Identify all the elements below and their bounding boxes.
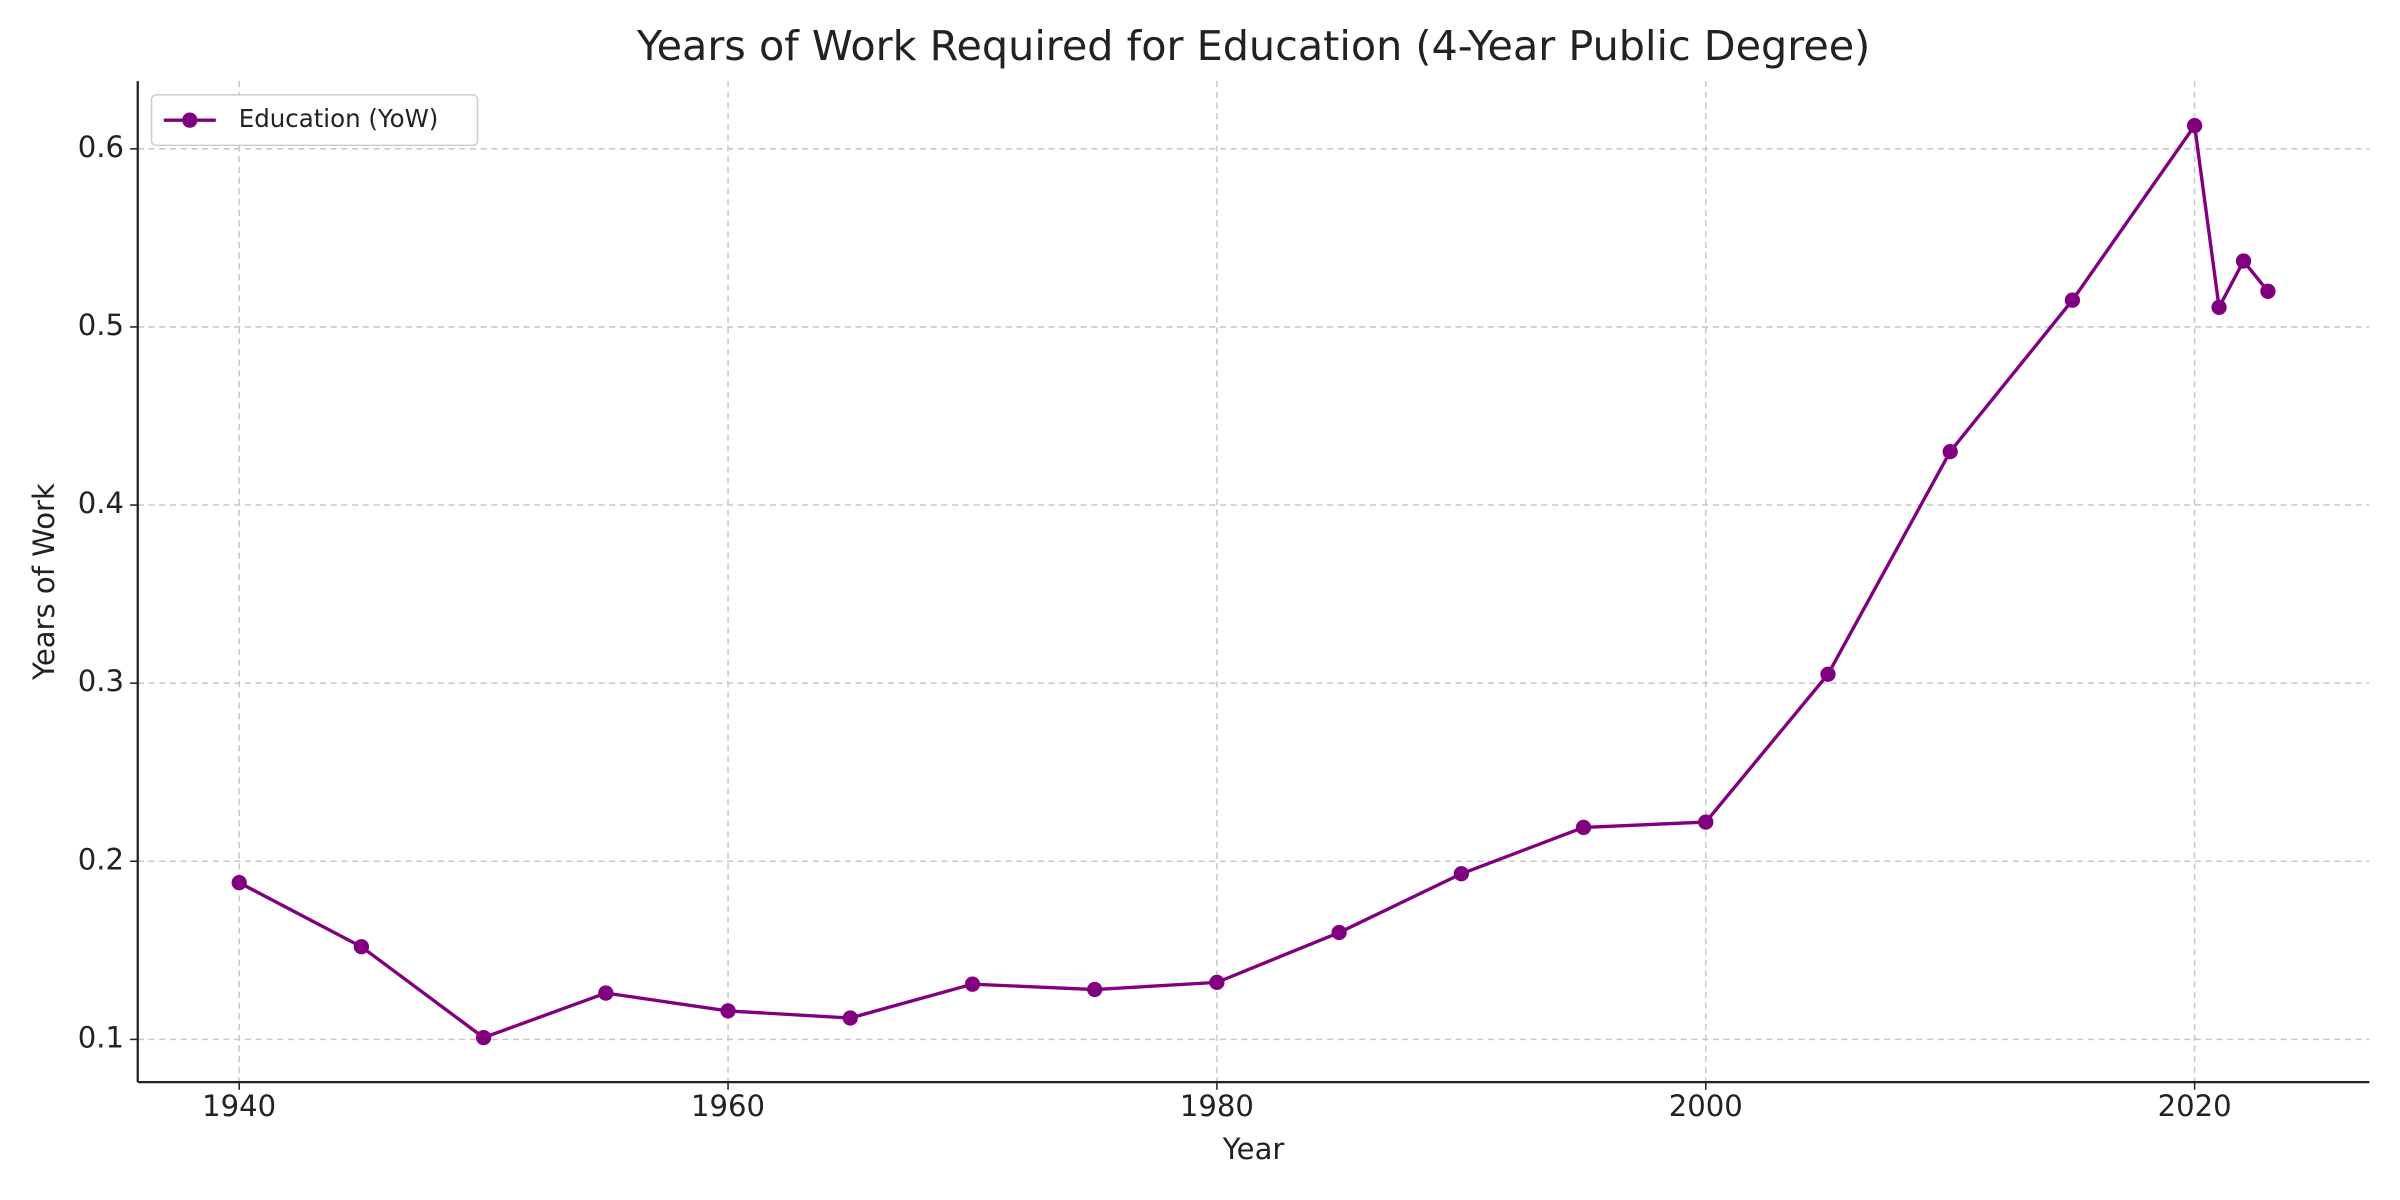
data-point bbox=[842, 1010, 858, 1026]
data-point bbox=[2235, 253, 2252, 269]
data-point bbox=[964, 976, 981, 992]
y-tick-label: 0.3 bbox=[78, 664, 124, 698]
x-tick-label: 2020 bbox=[2158, 1089, 2232, 1123]
data-point bbox=[2064, 292, 2081, 308]
data-point bbox=[1209, 974, 1225, 991]
series-line bbox=[238, 121, 2270, 1040]
data-point bbox=[598, 985, 614, 1001]
x-axis-label: Year bbox=[1222, 1132, 1285, 1166]
y-tick-label: 0.1 bbox=[78, 1020, 124, 1054]
chart-title: Years of Work Required for Education (4-… bbox=[636, 22, 1870, 70]
legend-label: Education (YoW) bbox=[239, 104, 439, 133]
data-point bbox=[2186, 117, 2203, 134]
data-point bbox=[1698, 814, 1714, 830]
x-tick-label: 1960 bbox=[691, 1089, 765, 1123]
data-point bbox=[1575, 819, 1592, 836]
data-point bbox=[1942, 443, 1958, 460]
data-point bbox=[2260, 283, 2276, 299]
data-point bbox=[231, 874, 247, 891]
x-tick-label: 1980 bbox=[1180, 1089, 1254, 1123]
y-axis-label: Years of Work bbox=[27, 483, 61, 681]
data-point bbox=[1820, 666, 1836, 682]
y-tick-label: 0.2 bbox=[78, 842, 124, 876]
x-tick-label: 1940 bbox=[202, 1089, 276, 1123]
data-point bbox=[475, 1029, 492, 1046]
legend-marker bbox=[182, 112, 198, 128]
x-tick-label: 2000 bbox=[1669, 1089, 1743, 1123]
data-point bbox=[2211, 299, 2227, 315]
data-point bbox=[1331, 924, 1347, 941]
data-point bbox=[720, 1003, 736, 1019]
legend-box bbox=[150, 94, 479, 147]
y-tick-label: 0.4 bbox=[78, 486, 124, 520]
y-tick-label: 0.5 bbox=[78, 308, 124, 342]
data-point bbox=[1087, 981, 1103, 998]
data-point bbox=[353, 939, 370, 955]
data-point bbox=[1453, 866, 1469, 882]
y-tick-label: 0.6 bbox=[78, 130, 124, 164]
